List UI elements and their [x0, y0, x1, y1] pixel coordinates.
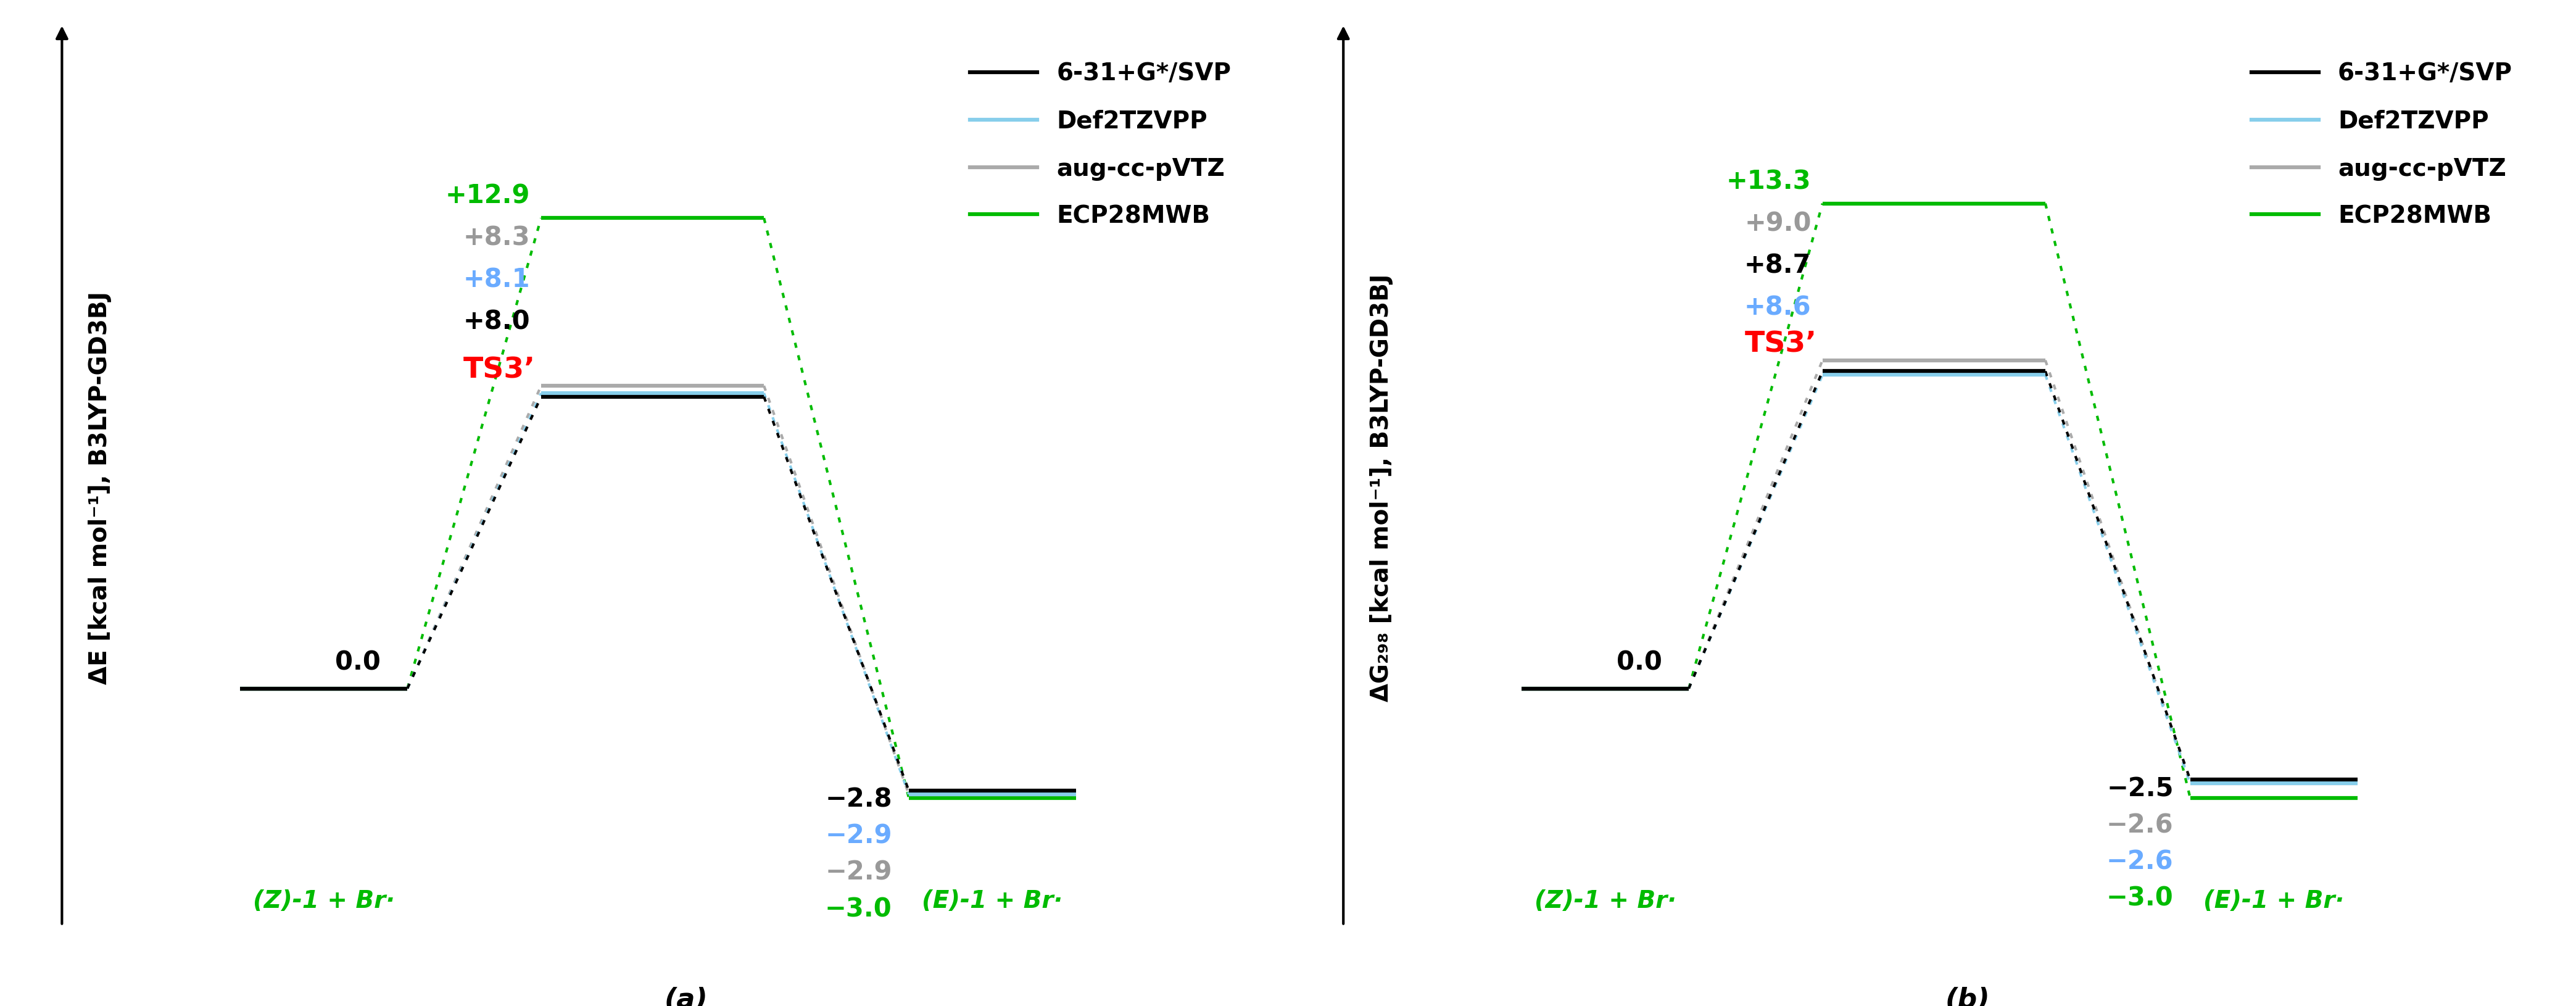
Text: +12.9: +12.9 [446, 183, 531, 209]
Text: −2.8: −2.8 [824, 787, 891, 813]
Text: TS3’: TS3’ [1744, 331, 1816, 358]
Text: (E)-1 + Br·: (E)-1 + Br· [2202, 889, 2344, 912]
Text: −2.6: −2.6 [2107, 812, 2174, 838]
Text: +9.0: +9.0 [1744, 210, 1811, 236]
Text: (a): (a) [665, 987, 708, 1006]
Y-axis label: ΔE [kcal mol⁻¹], B3LYP-GD3BJ: ΔE [kcal mol⁻¹], B3LYP-GD3BJ [88, 292, 111, 684]
Text: −3.0: −3.0 [2107, 885, 2174, 911]
Text: −2.9: −2.9 [824, 860, 891, 885]
Text: (Z)-1 + Br·: (Z)-1 + Br· [1535, 889, 1677, 912]
Text: +8.3: +8.3 [464, 225, 531, 252]
Legend: 6-31+G*/SVP, Def2TZVPP, aug-cc-pVTZ, ECP28MWB: 6-31+G*/SVP, Def2TZVPP, aug-cc-pVTZ, ECP… [2251, 62, 2512, 228]
Text: +13.3: +13.3 [1726, 169, 1811, 194]
Text: +8.7: +8.7 [1744, 253, 1811, 279]
Text: 0.0: 0.0 [1615, 650, 1662, 676]
Text: +8.0: +8.0 [464, 309, 531, 335]
Text: −3.0: −3.0 [824, 896, 891, 923]
Y-axis label: ΔG₂₉₈ [kcal mol⁻¹], B3LYP-GD3BJ: ΔG₂₉₈ [kcal mol⁻¹], B3LYP-GD3BJ [1370, 274, 1394, 702]
Text: 0.0: 0.0 [335, 650, 381, 676]
Text: (b): (b) [1945, 987, 1989, 1006]
Text: −2.9: −2.9 [824, 823, 891, 849]
Text: (E)-1 + Br·: (E)-1 + Br· [922, 889, 1064, 912]
Text: +8.1: +8.1 [464, 267, 531, 293]
Text: TS3’: TS3’ [464, 356, 536, 384]
Legend: 6-31+G*/SVP, Def2TZVPP, aug-cc-pVTZ, ECP28MWB: 6-31+G*/SVP, Def2TZVPP, aug-cc-pVTZ, ECP… [971, 62, 1231, 228]
Text: +8.6: +8.6 [1744, 295, 1811, 320]
Text: −2.6: −2.6 [2107, 849, 2174, 874]
Text: −2.5: −2.5 [2107, 776, 2174, 802]
Text: (Z)-1 + Br·: (Z)-1 + Br· [252, 889, 394, 912]
